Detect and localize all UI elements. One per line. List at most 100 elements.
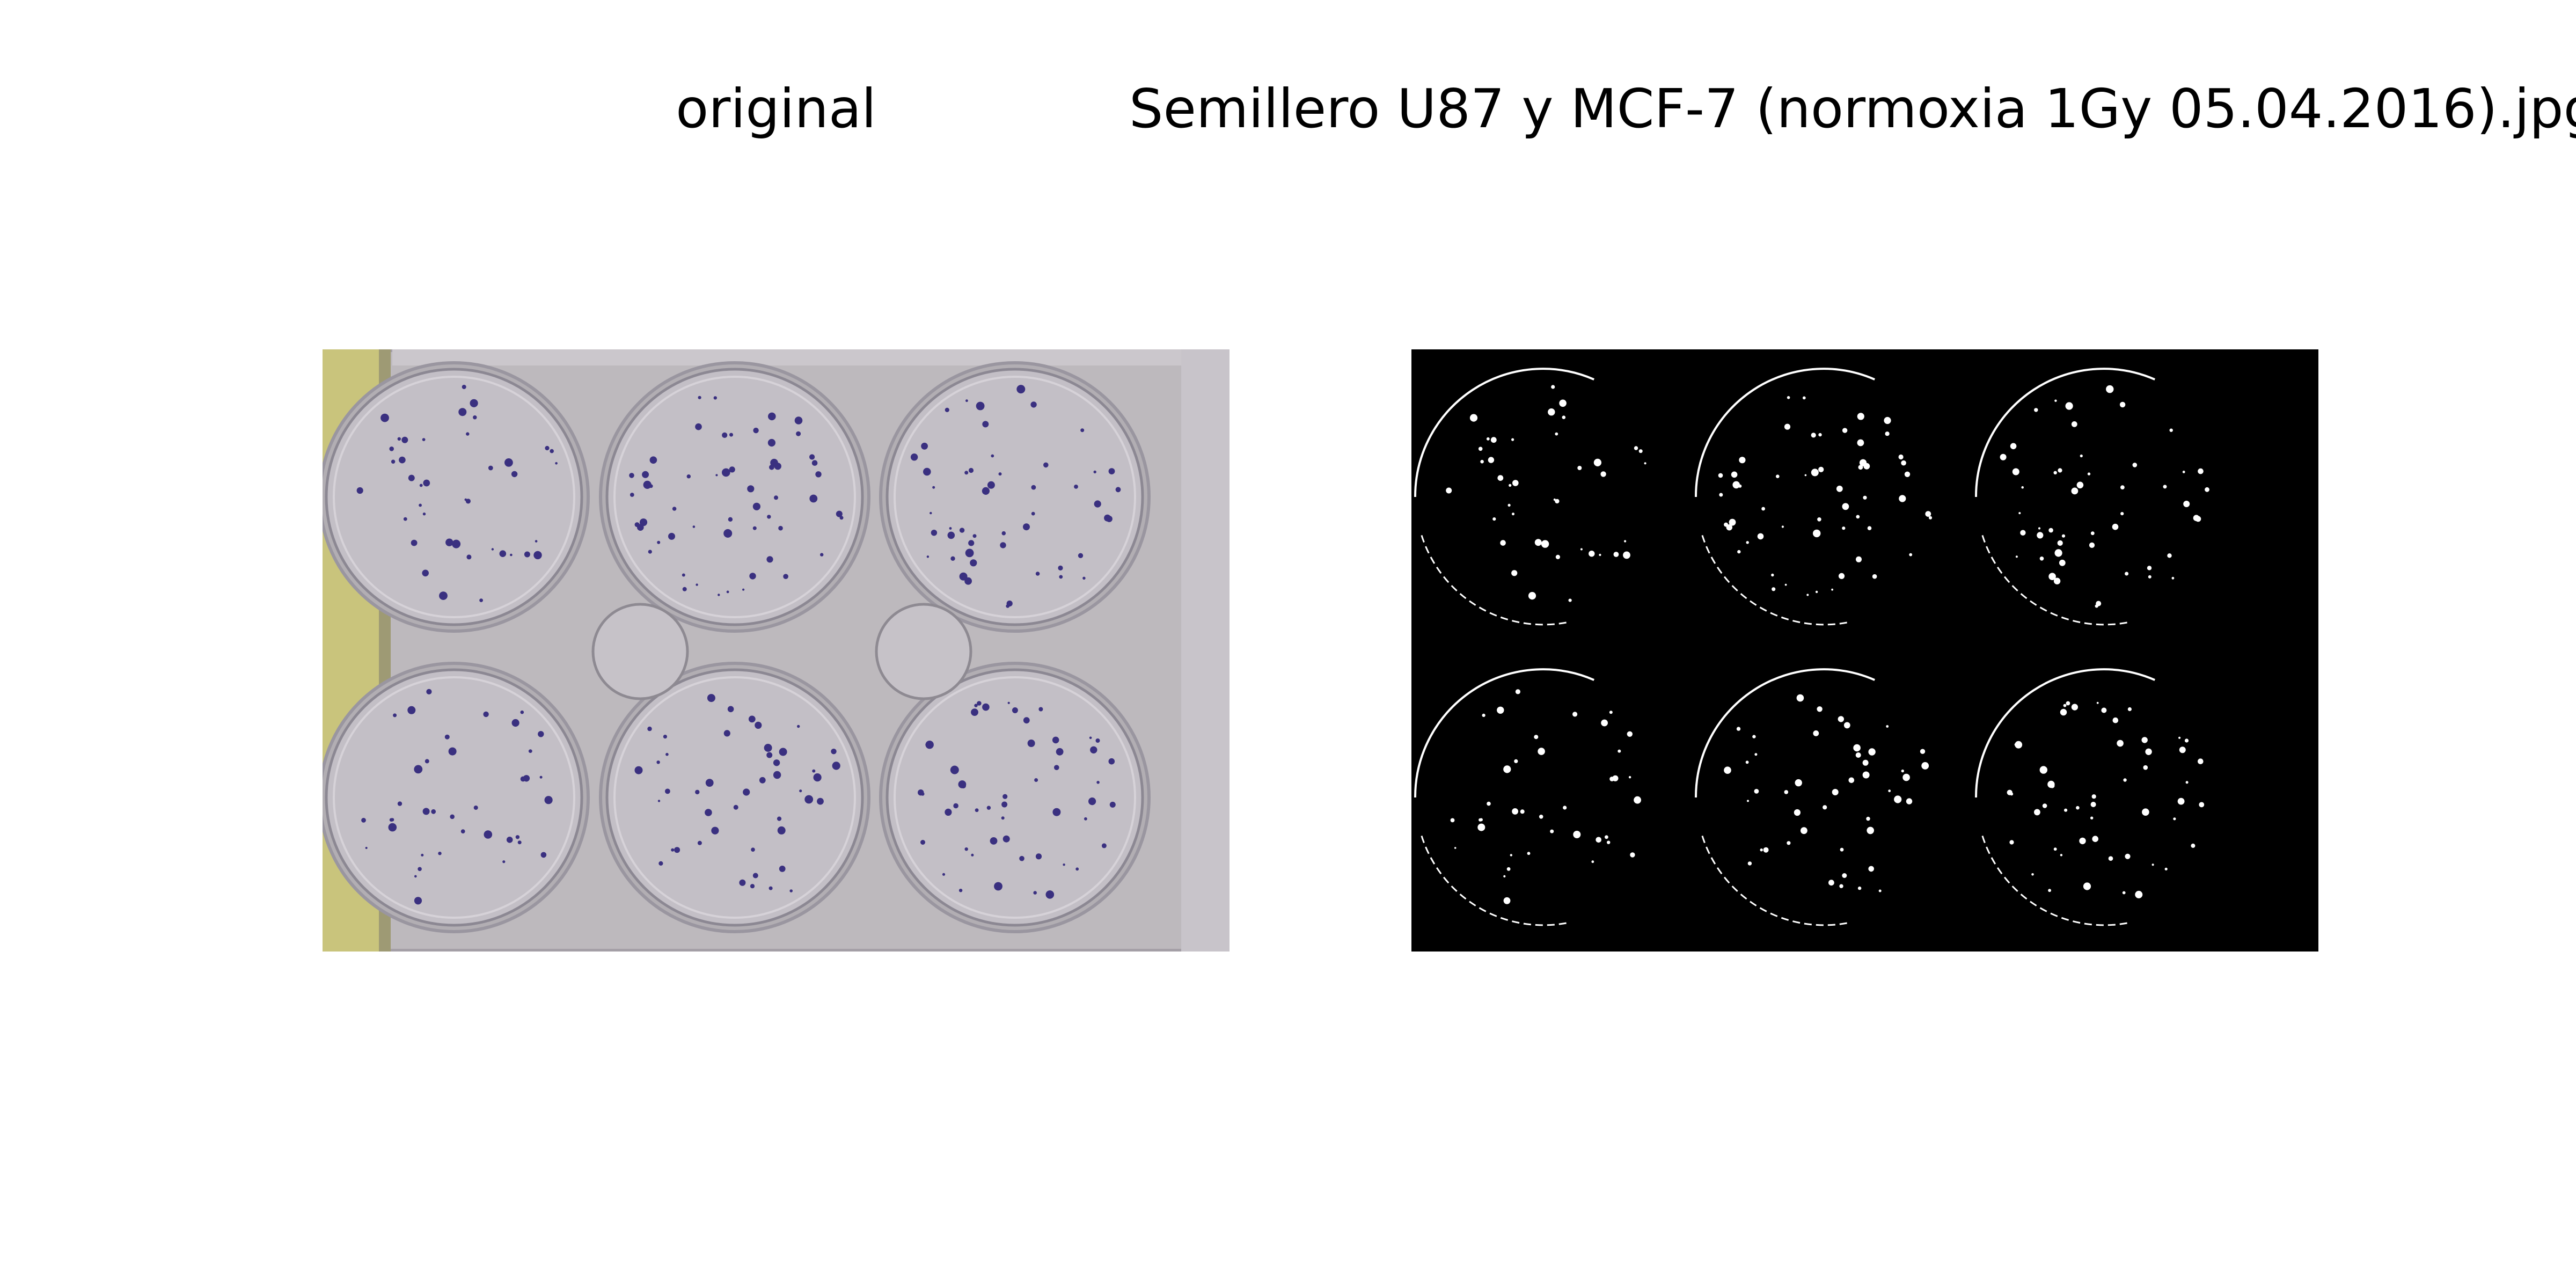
colony-dot <box>722 468 730 477</box>
mask-colony-dot <box>1480 818 1483 822</box>
mask-colony-dot <box>1888 789 1891 793</box>
colony-dot <box>1023 717 1030 724</box>
colony-dot <box>778 525 783 531</box>
colony-dot <box>1096 781 1100 784</box>
colony-dot <box>705 779 714 787</box>
colony-dot <box>665 752 669 756</box>
colony-dot <box>520 710 524 714</box>
colony-dot <box>438 852 442 855</box>
colony-dot <box>953 803 958 809</box>
mask-colony-dot <box>1813 529 1821 538</box>
mask-colony-dot <box>2123 778 2127 782</box>
mask-colony-dot <box>1512 513 1514 516</box>
mask-colony-dot <box>1548 408 1555 416</box>
mask-colony-dot <box>2064 808 2068 812</box>
mask-colony-dot <box>1520 809 1525 814</box>
mask-colony-dot <box>2112 717 2119 723</box>
colony-dot <box>1115 487 1121 493</box>
colony-dot <box>836 510 843 517</box>
colony-dot <box>1075 867 1079 871</box>
mask-colony-dot <box>2195 516 2201 522</box>
mask-colony-dot <box>1507 503 1511 507</box>
mask-colony-dot <box>2106 385 2114 393</box>
mask-colony-dot <box>2083 882 2091 890</box>
colony-dot <box>391 459 396 464</box>
colony-dot <box>390 818 394 822</box>
mask-colony-dot <box>1618 749 1621 753</box>
mask-colony-dot <box>2164 867 2168 870</box>
colony-dot <box>1027 740 1035 747</box>
mask-rim-arc <box>1694 368 1875 497</box>
colony-dot <box>630 493 634 497</box>
colony-dot <box>1089 736 1092 740</box>
mask-colony-dot <box>1787 841 1791 845</box>
mask-colony-dot <box>2007 789 2012 795</box>
mask-colony-dot <box>2090 816 2094 819</box>
mask-colony-dot <box>2125 853 2131 859</box>
colony-dot <box>393 713 397 718</box>
well <box>605 668 864 927</box>
inter-well-ring <box>591 603 689 700</box>
mask-colony-dot <box>1863 463 1870 470</box>
colony-dot <box>550 449 554 453</box>
mask-colony-dot <box>2151 863 2154 866</box>
mask-colony-dot <box>1806 594 1809 596</box>
mask-colony-dot <box>1534 735 1539 740</box>
mask-colony-dot <box>1745 760 1749 764</box>
well <box>325 668 583 927</box>
mask-colony-dot <box>2167 553 2172 558</box>
mask-colony-dot <box>1559 399 1567 407</box>
mask-colony-dot <box>2191 843 2196 848</box>
colony-dot <box>1106 515 1113 522</box>
colony-dot <box>707 694 715 702</box>
colony-dot <box>727 706 734 713</box>
mask-colony-dot <box>2092 836 2098 842</box>
mask-colony-dot <box>1904 471 1911 477</box>
mask-colony-dot <box>1450 818 1455 823</box>
mask-colony-dot <box>2135 890 2143 898</box>
mask-colony-dot <box>1577 466 1582 470</box>
mask-colony-dot <box>1538 748 1545 755</box>
mask-colony-dot <box>1901 769 1904 773</box>
mask-colony-dot <box>2096 701 2099 704</box>
mask-colony-dot <box>2091 794 2096 799</box>
plate-photo-svg <box>323 349 1230 952</box>
mask-colony-dot <box>1761 507 1765 511</box>
mask-svg <box>1411 349 2318 952</box>
mask-colony-dot <box>2122 891 2126 895</box>
mask-colony-dot <box>2079 837 2086 845</box>
colony-dot <box>982 487 990 495</box>
colony-dot <box>1054 765 1059 770</box>
colony-dot <box>397 437 401 441</box>
mask-colony-dot <box>1486 437 1490 441</box>
colony-dot <box>465 499 471 504</box>
colony-dot <box>1006 601 1013 607</box>
mask-colony-dot <box>2125 572 2129 576</box>
colony-dot <box>767 515 771 519</box>
mask-colony-dot <box>2009 840 2014 845</box>
colony-dot <box>1031 485 1036 490</box>
mask-colony-dot <box>1866 816 1870 821</box>
colony-dot <box>925 741 934 749</box>
mask-colony-dot <box>1541 540 1549 548</box>
colony-dot <box>809 454 815 460</box>
mask-colony-dot <box>2132 463 2138 467</box>
colony-dot <box>965 399 968 402</box>
mask-colony-dot <box>2048 528 2053 533</box>
mask-colony-dot <box>1843 722 1850 729</box>
colony-dot <box>696 583 698 586</box>
colony-dot <box>926 555 930 558</box>
mask-colony-dot <box>1772 587 1776 591</box>
mask-background <box>1411 349 2318 952</box>
mask-colony-dot <box>2065 402 2073 410</box>
colony-dot <box>698 396 701 399</box>
colony-dot <box>959 528 965 533</box>
colony-dot <box>647 726 652 731</box>
mask-colony-dot <box>1539 815 1543 819</box>
colony-dot <box>1094 500 1101 508</box>
colony-dot <box>950 765 959 774</box>
mask-rim-arc <box>1421 835 1569 926</box>
colony-dot <box>1030 401 1037 408</box>
colony-dot <box>539 775 543 779</box>
colony-dot <box>397 801 402 806</box>
